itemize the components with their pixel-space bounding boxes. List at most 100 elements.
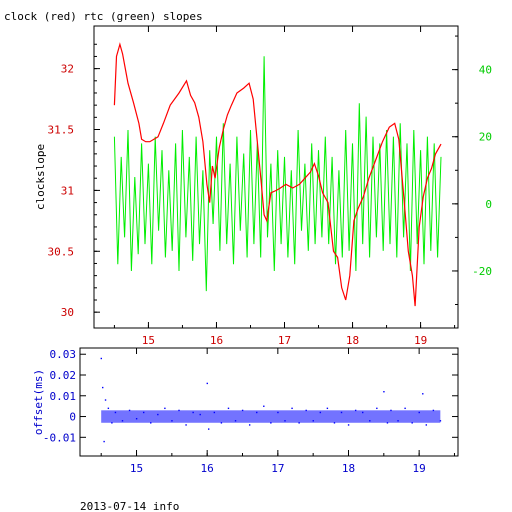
offset-point — [102, 386, 104, 389]
offset-point — [234, 420, 237, 422]
top-x-tick-label: 17 — [278, 334, 291, 347]
top-y2-tick-label: -20 — [472, 265, 492, 278]
top-x-axis: 15 16 17 18 19 — [113, 26, 456, 347]
offset-point — [207, 428, 210, 430]
offset-point — [103, 440, 105, 443]
top-x-tick-label: 19 — [414, 334, 427, 347]
top-y-tick-label: 30 — [61, 306, 74, 319]
bottom-y-tick-label: 0.01 — [50, 390, 77, 403]
offset-point — [333, 422, 336, 424]
offset-point — [376, 407, 378, 410]
offset-point — [422, 393, 424, 395]
offset-point — [248, 424, 251, 426]
offset-point — [114, 411, 117, 414]
footer-info: 2013-07-14 info — [80, 500, 179, 512]
offset-point — [164, 407, 166, 410]
offset-point — [270, 422, 272, 424]
offset-chart: 15 16 17 18 19 -0.01 0 0.01 0.02 0.03 offset(ms) — [32, 347, 459, 475]
offset-point — [298, 422, 300, 424]
offset-point — [362, 411, 364, 414]
bottom-y-tick-label: 0 — [69, 411, 76, 424]
bottom-x-tick-label: 15 — [130, 462, 143, 475]
offset-point — [439, 420, 442, 422]
rtc-line — [113, 56, 442, 292]
top-y-tick-label: 31 — [61, 184, 74, 197]
offset-band — [101, 410, 441, 423]
top-x-tick-label: 18 — [346, 334, 359, 347]
offset-point — [157, 413, 159, 416]
offset-point — [199, 413, 201, 416]
offset-point — [104, 399, 107, 401]
bottom-x-tick-label: 16 — [201, 462, 214, 475]
top-right-axis: -20 0 20 40 — [452, 35, 492, 306]
offset-point — [340, 411, 343, 414]
offset-point — [220, 422, 223, 424]
top-x-tick-label: 15 — [142, 334, 155, 347]
bottom-x-tick-label: 18 — [342, 462, 355, 475]
bottom-plot-frame — [79, 347, 459, 457]
offset-point — [319, 411, 322, 414]
offset-point — [128, 409, 131, 412]
offset-point — [326, 407, 329, 410]
bottom-x-tick-label: 19 — [413, 462, 426, 475]
clock-line — [113, 42, 442, 307]
offset-point — [100, 357, 102, 360]
top-y2-tick-label: 0 — [485, 198, 492, 211]
clock-rtc-chart: 15 16 17 18 19 30 30.5 31 31.5 32 -20 0 20 40 clock… — [34, 25, 492, 347]
offset-point — [142, 411, 145, 414]
top-chart-title: clock (red) rtc (green) slopes — [4, 10, 203, 23]
bottom-y-tick-label: 0.03 — [50, 348, 77, 361]
bottom-x-axis: 15 16 17 18 19 — [100, 348, 455, 475]
offset-point — [418, 411, 420, 414]
top-left-axis: 30 30.5 31 31.5 32 — [48, 43, 100, 319]
offset-point — [386, 422, 389, 424]
offset-point — [178, 409, 180, 412]
top-y-tick-label: 31.5 — [48, 124, 75, 137]
bottom-y-tick-label: 0.02 — [50, 369, 77, 382]
bottom-y-label: offset(ms) — [32, 369, 45, 435]
offset-point — [432, 409, 435, 412]
offset-point — [354, 409, 357, 412]
offset-point — [256, 411, 258, 414]
offset-point — [227, 407, 230, 410]
bottom-x-tick-label: 17 — [271, 462, 284, 475]
offset-point — [425, 424, 428, 426]
top-y-label: clockslope — [34, 144, 47, 210]
offset-point — [347, 424, 350, 426]
offset-point — [206, 382, 208, 385]
offset-point — [171, 420, 173, 422]
bottom-left-axis: -0.01 0 0.01 0.02 0.03 — [43, 348, 458, 444]
offset-point — [111, 422, 113, 424]
offset-point — [263, 405, 265, 407]
top-y2-tick-label: 20 — [479, 131, 492, 144]
offset-point — [241, 409, 244, 412]
offset-point — [397, 420, 399, 422]
offset-point — [404, 407, 406, 410]
top-y-tick-label: 32 — [61, 63, 74, 76]
offset-series — [100, 357, 442, 443]
rtc-series — [113, 56, 442, 292]
offset-point — [284, 420, 286, 422]
offset-point — [390, 409, 392, 412]
offset-point — [121, 420, 124, 422]
top-plot-frame — [93, 25, 459, 329]
offset-point — [107, 407, 110, 410]
offset-point — [369, 420, 371, 422]
offset-point — [135, 418, 138, 420]
top-y2-tick-label: 40 — [479, 64, 492, 77]
offset-point — [277, 411, 279, 414]
offset-point — [305, 409, 307, 412]
top-x-tick-label: 16 — [210, 334, 223, 347]
offset-point — [312, 420, 314, 422]
offset-point — [192, 411, 194, 414]
offset-point — [185, 424, 187, 426]
bottom-y-tick-label: -0.01 — [43, 431, 76, 444]
top-y-tick-label: 30.5 — [48, 245, 75, 258]
offset-point — [383, 391, 385, 393]
offset-point — [150, 422, 152, 424]
offset-point — [291, 407, 293, 410]
offset-point — [213, 411, 216, 414]
offset-point — [411, 422, 413, 424]
clock-series — [113, 42, 442, 307]
